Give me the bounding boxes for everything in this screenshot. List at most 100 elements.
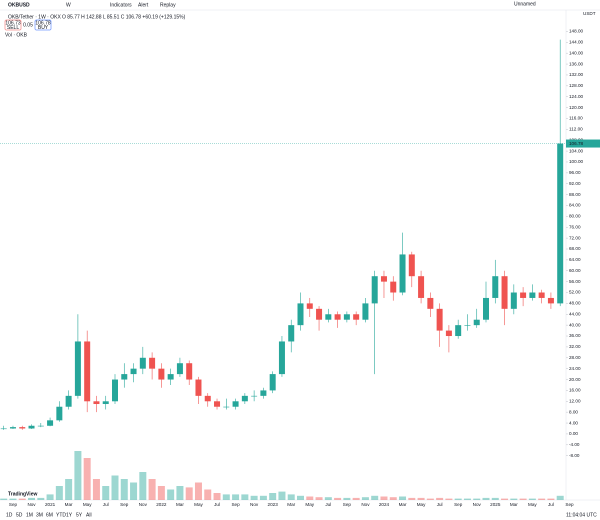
range-button[interactable]: 1M (26, 512, 33, 518)
range-button[interactable]: 5Y (76, 512, 83, 518)
candle-body (37, 425, 44, 427)
time-label: Sep (120, 502, 129, 507)
volume-bar (130, 482, 138, 500)
candle-body (380, 276, 387, 282)
top-toolbar (0, 0, 600, 10)
price-tick-label: 144.00 (569, 40, 583, 45)
candle-body (204, 395, 211, 402)
candle-body (390, 281, 397, 293)
candle-body (158, 368, 165, 380)
candle-body (427, 297, 434, 309)
volume-bar (111, 475, 119, 500)
volume-bar (120, 479, 128, 500)
time-label: Jul (214, 502, 220, 507)
volume-bar (315, 497, 323, 500)
layout-name[interactable]: Unnamed (514, 1, 536, 7)
time-label: 2021 (45, 502, 56, 507)
candle-body (316, 308, 323, 320)
candle-body (547, 297, 554, 304)
candle-body (510, 292, 517, 309)
time-label: Sep (343, 502, 352, 507)
volume-bar (278, 491, 286, 500)
symbol[interactable]: OKBUSD (8, 2, 30, 8)
price-tick-label: 136.00 (569, 61, 583, 66)
time-label: Mar (399, 502, 407, 507)
time-label: May (305, 502, 314, 507)
volume-bar (408, 497, 416, 500)
price-tick-label: 24.00 (569, 366, 581, 371)
range-button[interactable]: 1D (6, 512, 13, 518)
volume-bar (445, 498, 453, 500)
candle-body (74, 341, 81, 396)
range-button[interactable]: 6M (46, 512, 53, 518)
time-label: Jul (325, 502, 331, 507)
volume-bar (417, 497, 425, 500)
buy-button[interactable] (34, 19, 52, 31)
time-label: Nov (361, 502, 370, 507)
candle-body (538, 292, 545, 298)
volume-bar (157, 486, 165, 500)
legend-ohlc: O 85.77 H 142.88 L 85.51 C 106.78 +60.19… (62, 14, 186, 20)
candle-body (102, 401, 109, 405)
volume-bar (306, 496, 314, 500)
time-label: 2024 (379, 502, 390, 507)
volume-bar (389, 497, 397, 500)
candle-body (139, 357, 146, 369)
candle-body (353, 314, 360, 320)
price-tick-label: 0.00 (569, 431, 578, 436)
indicators-button[interactable]: Indicators (110, 2, 132, 8)
candle-body (176, 363, 183, 375)
candle-body (445, 330, 452, 337)
volume-bar (241, 494, 249, 500)
candle-body (520, 292, 527, 298)
volume-bar (28, 497, 36, 500)
buy-price: 106.78 (35, 20, 51, 26)
price-tick-label: 84.00 (569, 203, 581, 208)
volume-bar (371, 495, 379, 500)
time-label: Sep (9, 502, 18, 507)
brand-logo[interactable]: TradingView (8, 491, 37, 497)
candle-body (306, 303, 313, 309)
price-tick-label: 8.00 (569, 409, 578, 414)
time-label: Mar (65, 502, 73, 507)
volume-bar (102, 486, 110, 500)
interval[interactable]: W (66, 2, 71, 8)
volume-bar (18, 498, 26, 500)
range-button[interactable]: 3M (36, 512, 43, 518)
volume-bar (9, 498, 17, 500)
candle-body (84, 341, 91, 402)
replay-button[interactable]: Replay (160, 2, 176, 8)
sell-label: SELL (7, 25, 19, 31)
time-label: Mar (510, 502, 518, 507)
price-tick-label: 124.00 (569, 94, 583, 99)
volume-bar (501, 498, 509, 500)
price-tick-label: 96.00 (569, 170, 581, 175)
alert-button[interactable]: Alert (138, 2, 149, 8)
candle-body (501, 276, 508, 309)
volume-bar (297, 495, 304, 500)
time-label: 2023 (268, 502, 279, 507)
volume-bar (65, 479, 73, 500)
sell-button[interactable] (4, 19, 22, 31)
candle-body (232, 401, 239, 407)
candle-body (362, 303, 369, 320)
price-tick-label: 116.00 (569, 116, 583, 121)
time-label: May (528, 502, 537, 507)
currency[interactable]: USDT (583, 11, 596, 16)
volume-bar (74, 451, 82, 500)
candle-body (223, 406, 230, 408)
range-button[interactable]: YTD (56, 512, 66, 518)
price-tick-label: 92.00 (569, 181, 581, 186)
range-button[interactable]: 1Y (66, 512, 73, 518)
candle-body (418, 276, 425, 298)
price-tick-label: 60.00 (569, 268, 581, 273)
range-button[interactable]: All (86, 512, 92, 518)
volume-bar (176, 486, 184, 500)
volume-bar (37, 497, 45, 500)
time-label: 2025 (490, 502, 501, 507)
volume-bar (547, 498, 555, 500)
candle-body (473, 319, 480, 326)
volume-bar (399, 496, 407, 500)
range-button[interactable]: 5D (16, 512, 23, 518)
